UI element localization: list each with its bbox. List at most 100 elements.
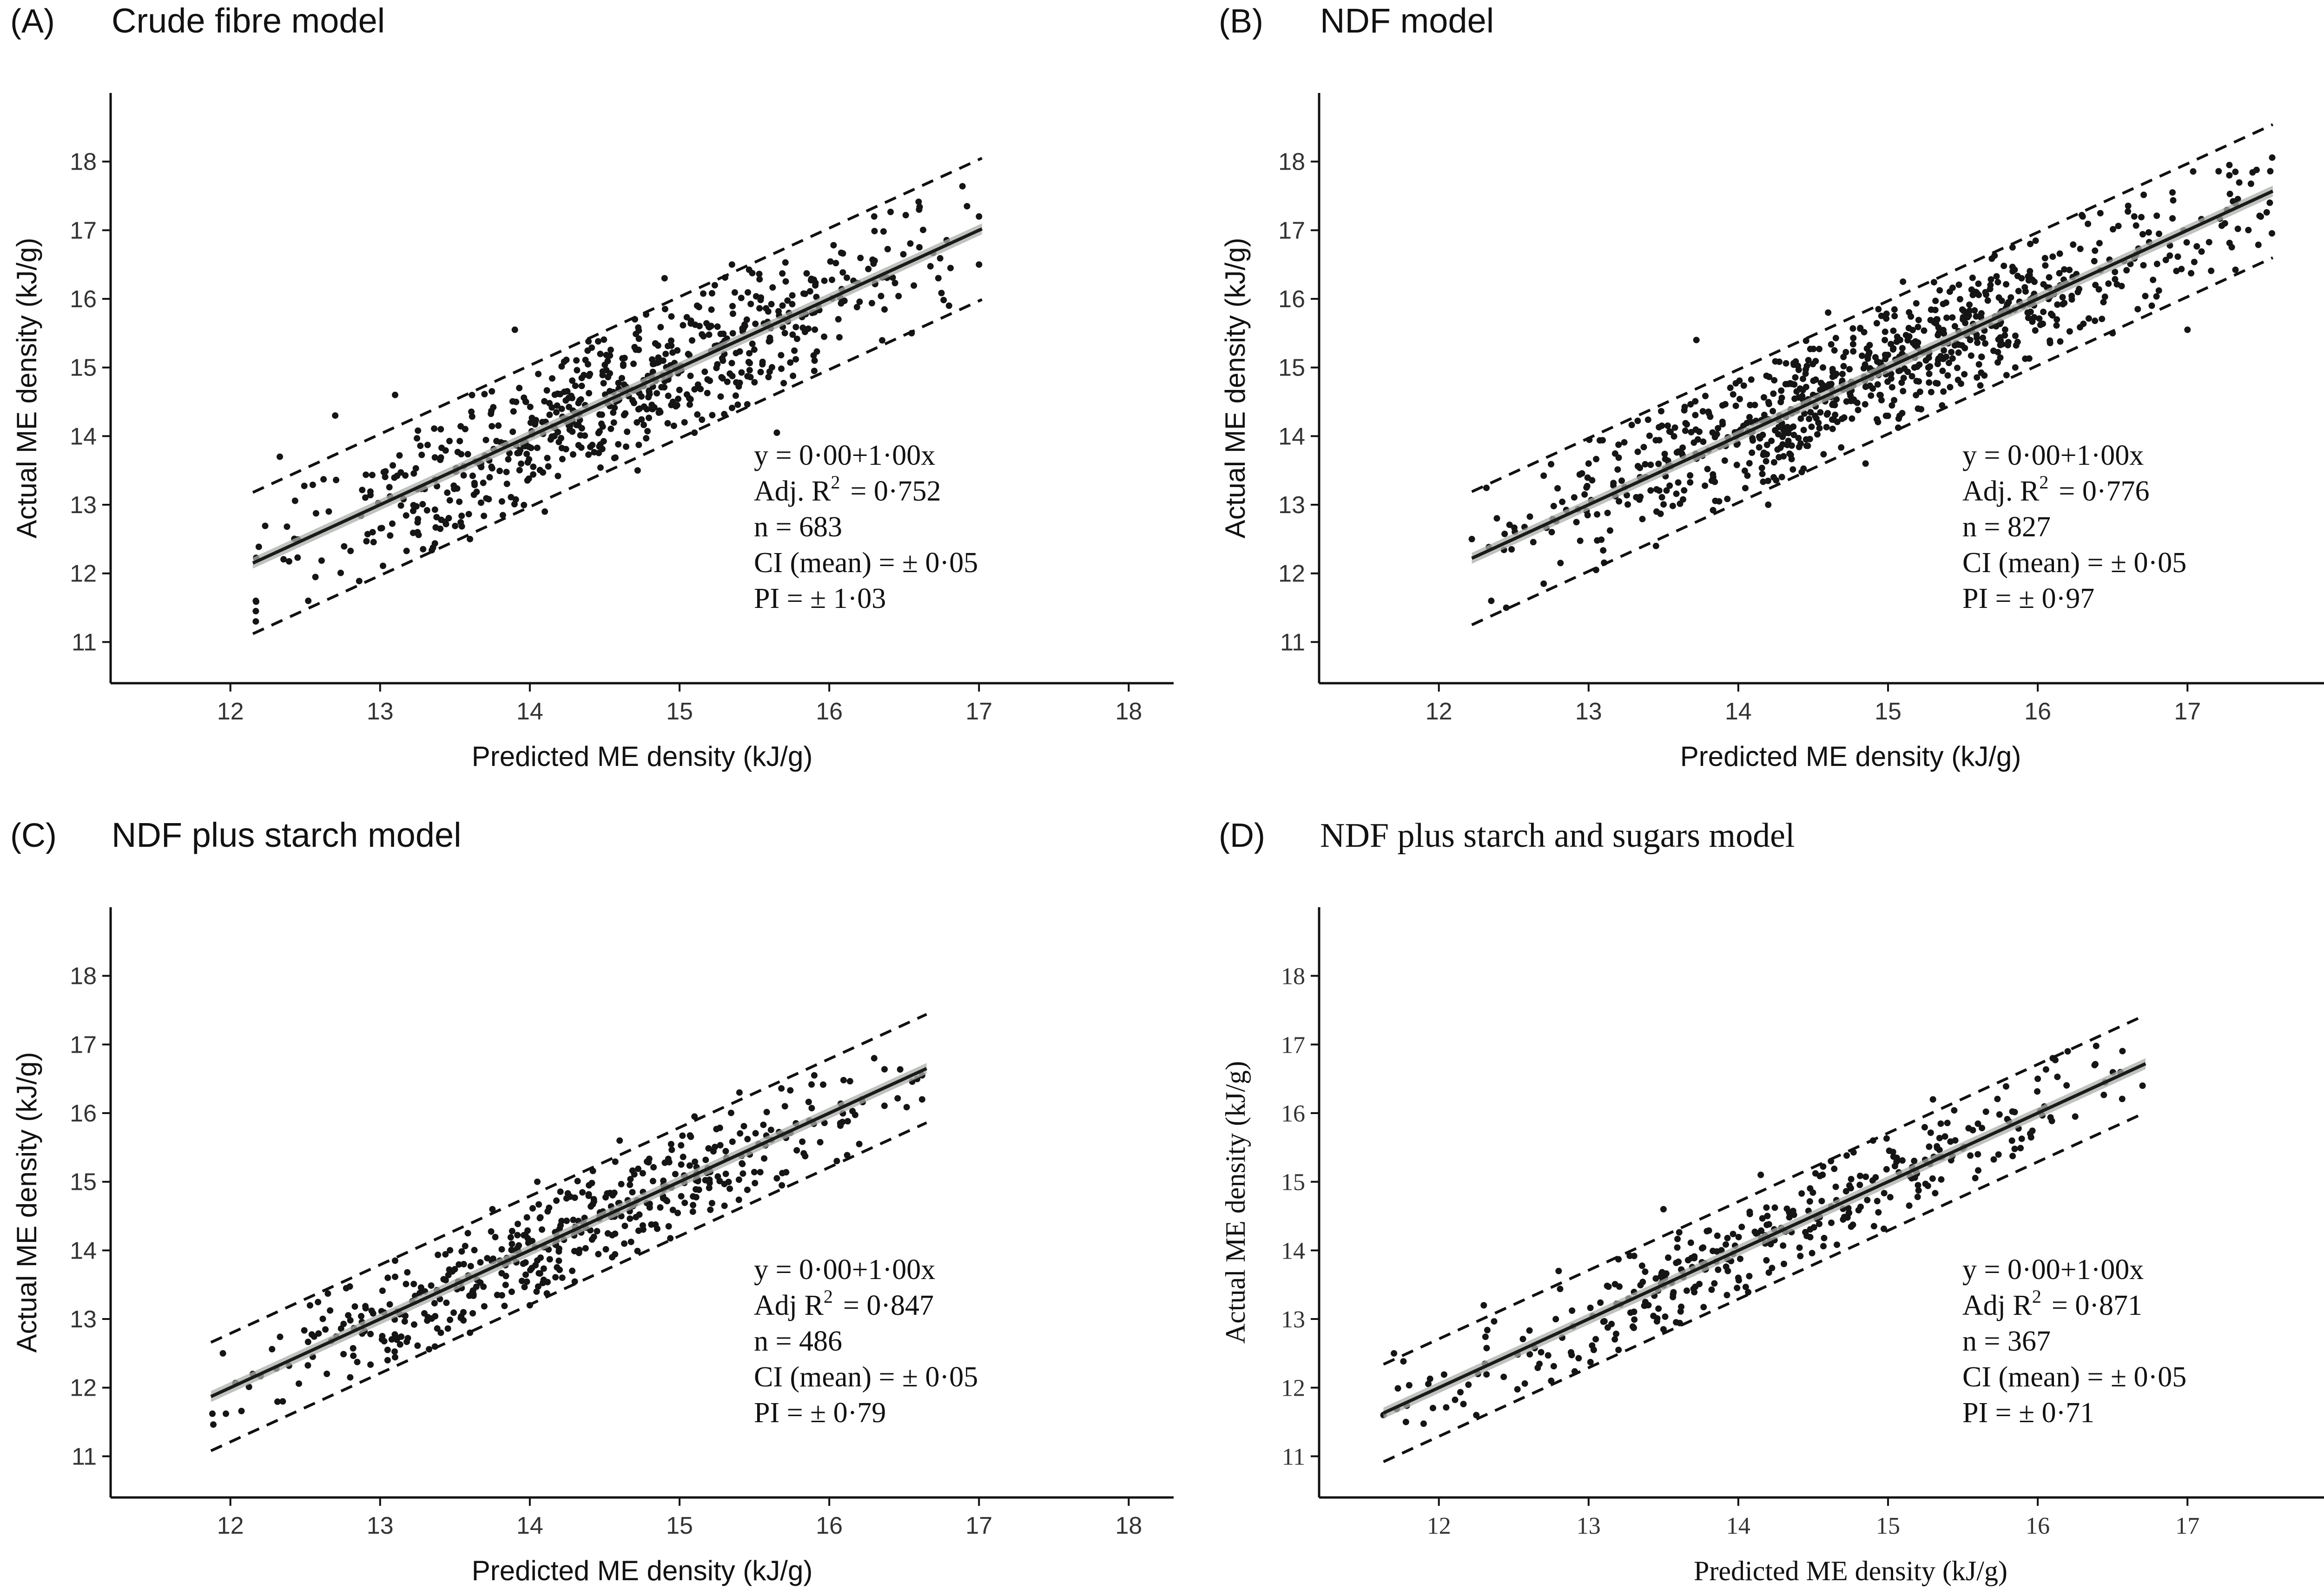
data-point <box>2060 301 2067 308</box>
data-point <box>747 301 754 307</box>
data-point <box>1974 1120 1981 1127</box>
data-point <box>1673 1260 1680 1266</box>
data-point <box>2234 196 2241 203</box>
data-point <box>551 391 558 398</box>
data-point <box>2215 168 2222 175</box>
data-point <box>713 1126 720 1133</box>
data-point <box>947 264 954 271</box>
data-point <box>2101 293 2108 300</box>
data-point <box>379 1287 386 1294</box>
data-point <box>1889 1148 1896 1155</box>
data-point <box>1973 313 1980 320</box>
data-point <box>517 447 524 454</box>
data-point <box>887 209 894 215</box>
data-point <box>1802 1229 1809 1236</box>
data-point <box>1658 408 1664 415</box>
data-point <box>597 464 604 471</box>
data-point <box>665 1155 672 1162</box>
stats-equation: y = 0·00+1·00x <box>1962 1254 2144 1286</box>
data-point <box>789 301 796 308</box>
data-point <box>1960 314 1967 321</box>
data-point <box>1904 337 1911 344</box>
data-point <box>1748 376 1755 383</box>
data-point <box>686 352 693 358</box>
data-point <box>691 429 698 436</box>
data-point <box>627 1239 634 1246</box>
data-point <box>878 293 885 299</box>
data-point <box>1647 462 1654 468</box>
y-tick-label: 18 <box>70 149 97 176</box>
data-point <box>253 598 259 605</box>
data-point <box>879 337 885 344</box>
x-tick-label: 16 <box>2024 698 2051 725</box>
data-point <box>1820 1243 1827 1250</box>
data-point <box>1429 1405 1436 1411</box>
data-point <box>727 1109 734 1116</box>
data-point <box>832 260 839 267</box>
data-point <box>1771 1204 1778 1211</box>
data-point <box>380 562 386 569</box>
data-point <box>722 1170 729 1177</box>
data-point <box>396 452 403 459</box>
data-point <box>729 330 736 337</box>
data-point <box>1954 364 1961 371</box>
data-point <box>1483 1345 1490 1352</box>
data-point <box>347 547 354 554</box>
data-point <box>645 394 652 401</box>
data-point <box>1615 454 1622 461</box>
data-point <box>1715 1266 1722 1273</box>
data-point <box>1764 477 1771 484</box>
x-tick-label: 12 <box>217 1512 244 1539</box>
data-point <box>2053 316 2060 323</box>
data-point <box>779 1182 786 1189</box>
x-tick-label: 18 <box>1115 698 1142 725</box>
data-point <box>1647 487 1654 494</box>
data-point <box>578 375 585 382</box>
scatter-points <box>1468 154 2276 611</box>
data-point <box>1990 1156 1997 1163</box>
data-point <box>1900 388 1907 395</box>
data-point <box>1764 1213 1771 1220</box>
data-point <box>1796 443 1802 450</box>
data-point <box>1488 597 1495 604</box>
data-point <box>704 389 711 396</box>
x-tick-label: 17 <box>965 698 992 725</box>
data-point <box>508 1227 515 1234</box>
data-point <box>1947 384 1954 390</box>
data-point <box>1732 380 1739 387</box>
data-point <box>1874 416 1880 423</box>
r2-superscript: 2 <box>2032 1286 2041 1307</box>
data-point <box>471 480 478 487</box>
data-point <box>587 443 594 450</box>
data-point <box>489 388 495 395</box>
data-point <box>509 429 516 435</box>
data-point <box>392 1354 398 1361</box>
data-point <box>752 320 759 327</box>
stats-r2: Adj R2 = 0·847 <box>754 1286 934 1321</box>
stats-pi: PI = ± 0·71 <box>1962 1397 2094 1429</box>
data-point <box>2188 270 2195 277</box>
data-point <box>1585 460 1592 467</box>
data-point <box>1719 421 1726 428</box>
data-point <box>526 456 533 463</box>
data-point <box>621 355 628 362</box>
data-point <box>1514 1386 1521 1393</box>
data-point <box>2085 220 2092 227</box>
data-point <box>2047 340 2053 346</box>
y-axis-title: Actual ME density (kJ/g) <box>1220 238 1251 539</box>
data-point <box>820 1081 826 1088</box>
data-point <box>2064 1048 2071 1055</box>
data-point <box>627 1181 634 1188</box>
data-point <box>692 321 699 328</box>
data-point <box>911 282 918 289</box>
data-point <box>1943 314 1950 321</box>
y-tick-label: 15 <box>1281 1169 1305 1196</box>
data-point <box>2063 1082 2070 1089</box>
data-point <box>410 1280 417 1287</box>
data-point <box>569 1267 576 1274</box>
data-point <box>672 1171 679 1178</box>
data-point <box>1933 316 1940 323</box>
data-point <box>740 325 747 332</box>
data-point <box>1891 306 1898 313</box>
data-point <box>462 1243 469 1249</box>
